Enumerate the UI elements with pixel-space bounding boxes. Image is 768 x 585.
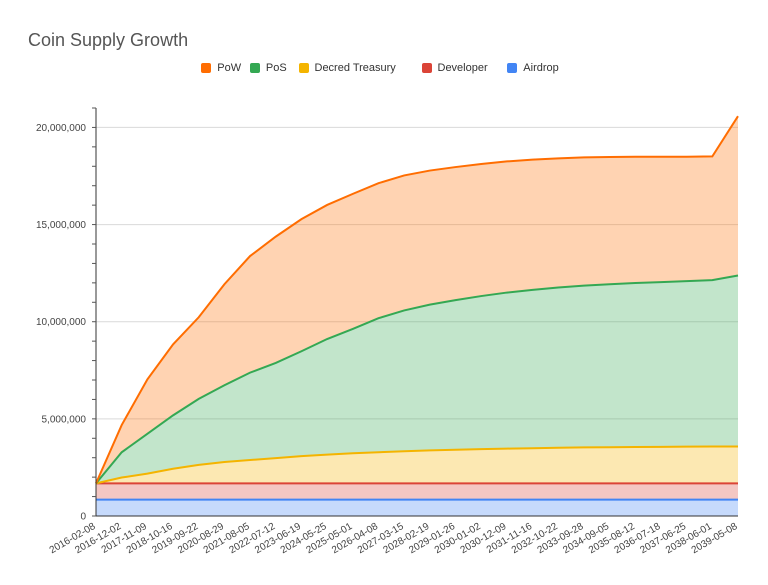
axes [95, 108, 738, 517]
legend-label: PoW [217, 62, 242, 74]
legend-label: Airdrop [523, 62, 559, 74]
area-series-group [96, 116, 738, 516]
y-tick-label: 20,000,000 [36, 123, 86, 134]
legend-item-decred-treasury[interactable]: Decred Treasury [298, 62, 396, 74]
legend-item-airdrop[interactable]: Airdrop [507, 62, 559, 74]
area-decred-treasury[interactable] [96, 446, 738, 484]
legend-item-pow[interactable]: PoW [201, 62, 241, 74]
series-lines-group [95, 115, 739, 501]
area-pos[interactable] [96, 275, 738, 484]
legend-item-pos[interactable]: PoS [249, 62, 287, 74]
legend-label: Decred Treasury [314, 62, 396, 74]
legend-swatch [249, 63, 260, 73]
x-axis-ticks: 2016-02-082016-12-022017-11-092018-10-16… [48, 521, 740, 556]
line-decred-treasury [95, 445, 738, 485]
legend-label: PoS [265, 62, 287, 74]
legend[interactable]: PoW PoS Decred Treasury Developer Airdrop [0, 62, 768, 82]
area-airdrop[interactable] [96, 499, 738, 516]
legend-swatch [201, 63, 212, 73]
y-axis-ticks: 0 5,000,000 10,000,000 15,000,000 20,000,000 [36, 107, 96, 523]
area-pow[interactable] [96, 116, 738, 484]
area-developer[interactable] [96, 483, 738, 500]
y-tick-label: 5,000,000 [42, 414, 87, 425]
y-tick-label: 10,000,000 [36, 317, 86, 328]
legend-swatch [507, 63, 518, 73]
chart-title: Coin Supply Growth [28, 30, 189, 50]
legend-label: Developer [437, 62, 488, 74]
gridlines [96, 126, 738, 420]
y-tick-label: 0 [80, 512, 86, 523]
line-pos [95, 274, 739, 484]
legend-swatch [421, 63, 432, 73]
y-tick-label: 15,000,000 [36, 220, 86, 231]
legend-swatch [298, 63, 309, 73]
legend-item-developer[interactable]: Developer [421, 62, 488, 74]
line-pow [95, 115, 739, 484]
